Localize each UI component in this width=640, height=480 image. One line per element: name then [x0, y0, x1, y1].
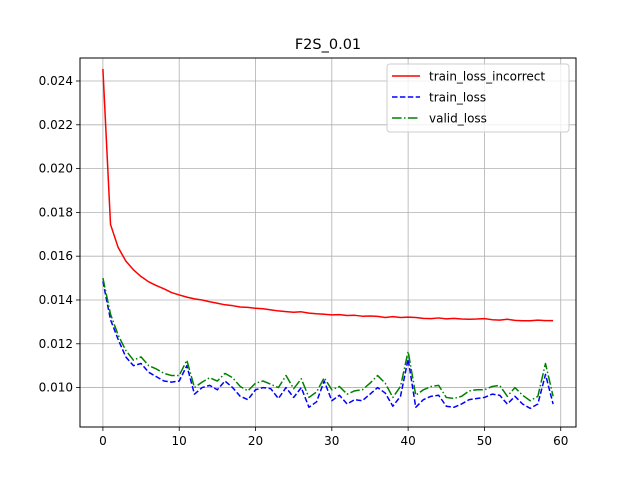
x-tick-label: 20 — [248, 434, 263, 448]
series-line-train-loss-incorrect — [102, 68, 554, 322]
x-tick-label: 30 — [324, 434, 339, 448]
legend-label: valid_loss — [429, 112, 487, 126]
legend: train_loss_incorrect train_loss valid_loss — [386, 63, 570, 133]
legend-label: train_loss — [429, 91, 486, 105]
x-tick-label: 50 — [477, 434, 492, 448]
y-tick-label: 0.016 — [39, 249, 73, 263]
x-tick-label: 0 — [99, 434, 107, 448]
series-line-train-loss — [102, 281, 554, 410]
series-line-valid-loss — [102, 277, 554, 402]
axis-ticks: 0 10 20 30 40 50 60 0.010 0.012 0.014 0.016 0.018 0.… — [39, 74, 569, 448]
x-tick-label: 40 — [400, 434, 415, 448]
series-layer — [102, 68, 554, 410]
y-tick-label: 0.022 — [39, 118, 73, 132]
y-tick-label: 0.012 — [39, 337, 73, 351]
x-tick-label: 10 — [172, 434, 187, 448]
chart-title: F2S_0.01 — [295, 37, 361, 53]
y-tick-label: 0.018 — [39, 205, 73, 219]
legend-label: train_loss_incorrect — [429, 70, 545, 84]
y-tick-label: 0.014 — [39, 293, 73, 307]
plot-frame — [79, 57, 577, 428]
legend-box — [386, 63, 570, 133]
x-tick-label: 60 — [553, 434, 568, 448]
y-tick-label: 0.010 — [39, 381, 73, 395]
y-tick-label: 0.020 — [39, 162, 73, 176]
y-tick-label: 0.024 — [39, 74, 73, 88]
grid — [80, 58, 576, 427]
